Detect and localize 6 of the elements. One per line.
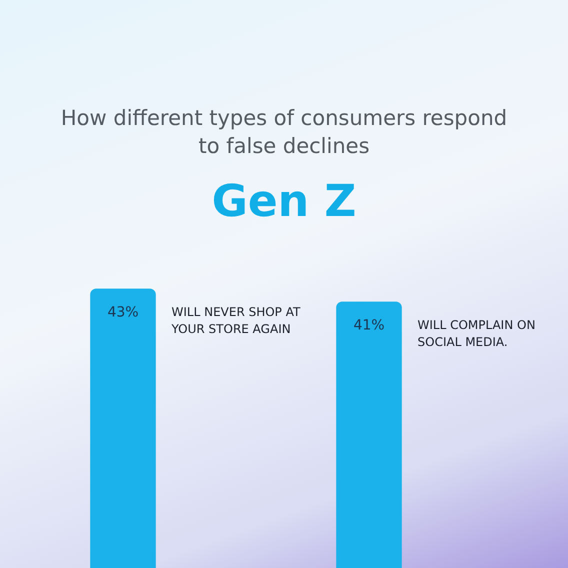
chart-subtitle: Gen Z: [210, 176, 358, 227]
data-label: 41%: [353, 318, 385, 334]
annotation: WILL COMPLAIN ON SOCIAL MEDIA.: [418, 318, 536, 350]
data-label: 43%: [107, 304, 139, 321]
annotation: WILL NEVER SHOP AT YOUR STORE AGAIN: [170, 305, 302, 336]
chart-title: How different types of consumers respond to false declines: [60, 105, 508, 160]
